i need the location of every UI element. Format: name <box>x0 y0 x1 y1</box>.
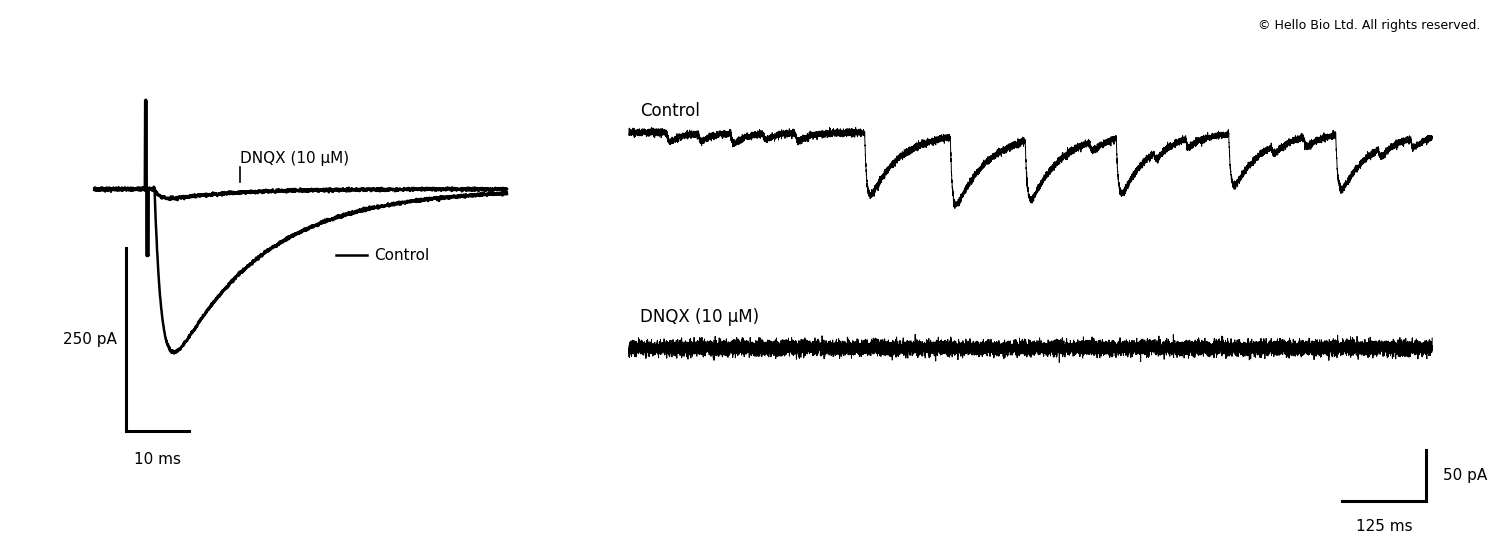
Text: Control: Control <box>374 248 428 262</box>
Text: Control: Control <box>640 102 700 120</box>
Text: DNQX (10 μM): DNQX (10 μM) <box>640 308 759 326</box>
Text: 50 pA: 50 pA <box>1443 468 1488 483</box>
Text: DNQX (10 μM): DNQX (10 μM) <box>240 151 349 166</box>
Text: 125 ms: 125 ms <box>1356 519 1413 534</box>
Text: 10 ms: 10 ms <box>134 452 182 467</box>
Text: © Hello Bio Ltd. All rights reserved.: © Hello Bio Ltd. All rights reserved. <box>1258 19 1480 32</box>
Text: 250 pA: 250 pA <box>63 332 116 347</box>
